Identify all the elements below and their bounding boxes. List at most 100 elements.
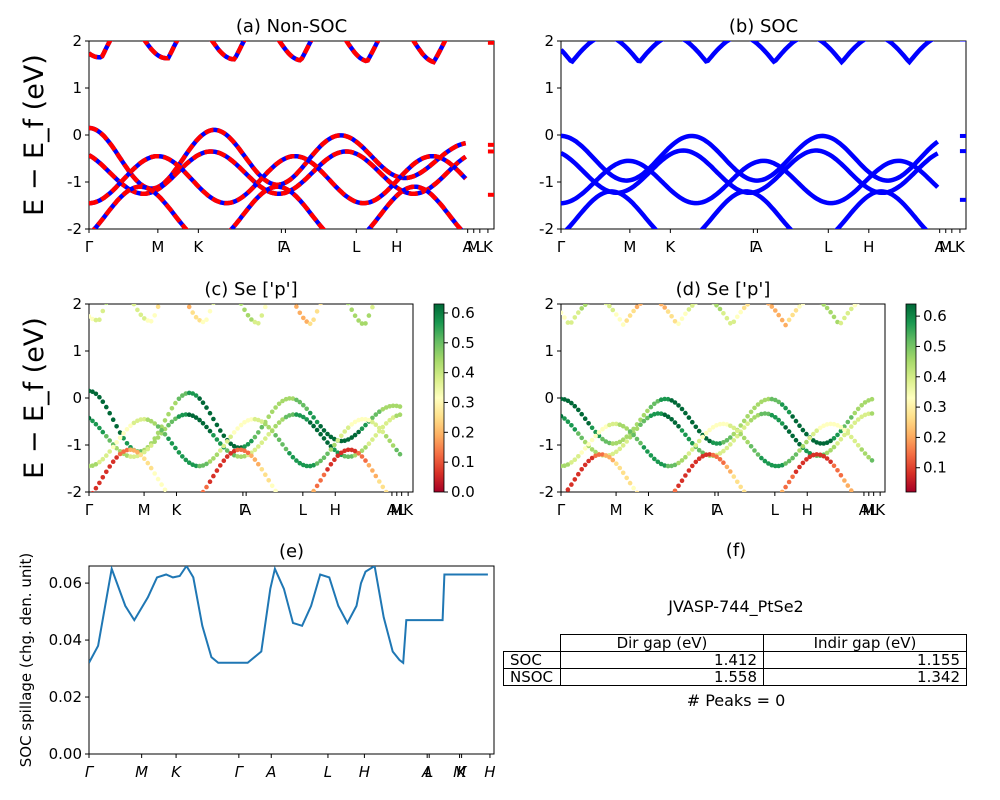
projection-point — [363, 422, 368, 428]
projection-point — [641, 412, 647, 418]
projection-point — [607, 440, 612, 446]
projection-point — [280, 398, 285, 404]
projection-point — [786, 409, 792, 415]
projection-point — [142, 456, 147, 462]
projection-point — [797, 304, 802, 309]
projection-point — [607, 454, 612, 460]
y-tick-label: -1 — [539, 436, 554, 454]
projection-point — [593, 297, 598, 302]
projection-point — [242, 444, 247, 449]
projection-point — [269, 483, 275, 489]
projection-point — [383, 434, 389, 439]
projection-point — [184, 298, 189, 303]
x-tick-label: A — [241, 501, 252, 519]
x-tick-label: Γ — [277, 238, 286, 256]
projection-point — [824, 422, 830, 427]
projection-point — [114, 440, 119, 445]
projection-point — [773, 415, 778, 420]
projection-point — [339, 450, 344, 456]
x-tick-label: M — [467, 238, 480, 256]
projection-point — [273, 488, 278, 492]
projection-point — [683, 473, 688, 478]
projection-point — [242, 420, 247, 425]
projection-point — [831, 436, 837, 441]
projection-point — [676, 483, 681, 489]
y-tick-label: 0.02 — [49, 688, 82, 706]
projection-point — [352, 419, 358, 425]
projection-point — [824, 450, 830, 456]
projection-point — [100, 475, 106, 480]
table-row-nsoc: NSOC 1.558 1.342 — [503, 668, 967, 686]
projection-point — [804, 439, 809, 445]
projection-point — [162, 432, 168, 437]
y-tick-label: 1 — [72, 79, 82, 97]
projection-point — [155, 424, 161, 429]
projection-point — [356, 318, 361, 323]
projection-point — [336, 285, 341, 290]
x-tick-label: L — [425, 763, 433, 781]
projection-point — [121, 286, 126, 291]
projection-point — [735, 314, 740, 320]
projection-point — [797, 441, 802, 447]
projection-point — [166, 411, 171, 417]
projection-point — [620, 437, 626, 443]
projection-point — [596, 433, 602, 439]
x-tick-label: H — [802, 501, 813, 519]
projection-point — [114, 285, 119, 290]
projection-point — [200, 421, 206, 426]
projection-point — [683, 311, 688, 317]
projection-point — [665, 309, 671, 314]
projection-point — [773, 308, 778, 313]
projection-point — [559, 496, 564, 501]
table-header-indir-gap: Indir gap (eV) — [763, 634, 967, 652]
projection-point — [859, 298, 864, 303]
y-tick-label: -1 — [67, 436, 82, 454]
projection-point — [686, 415, 692, 420]
projection-point — [390, 403, 396, 409]
projection-point — [696, 447, 702, 453]
projection-point — [624, 475, 629, 481]
projection-point — [869, 396, 875, 402]
projection-point — [117, 451, 123, 457]
projection-point — [735, 479, 740, 485]
projection-point — [377, 409, 382, 415]
projection-point — [131, 420, 137, 426]
projection-point — [135, 449, 140, 455]
projection-point — [352, 453, 358, 458]
projection-point — [387, 283, 392, 288]
projection-point — [849, 488, 854, 492]
projection-point — [582, 439, 588, 445]
projection-point — [793, 437, 799, 443]
projection-point — [665, 396, 671, 402]
projection-point — [107, 293, 112, 298]
projection-point — [614, 440, 619, 446]
projection-point — [345, 447, 351, 453]
projection-point — [117, 435, 123, 441]
x-tick-label: K — [644, 501, 655, 519]
y-tick-label: 2 — [544, 295, 554, 313]
projection-point — [835, 441, 840, 446]
projection-point — [214, 452, 220, 458]
projection-point — [710, 452, 716, 458]
projection-point — [831, 444, 837, 450]
projection-point — [655, 459, 661, 465]
projection-point — [631, 308, 636, 314]
projection-point — [793, 418, 799, 424]
projection-point — [589, 447, 595, 452]
projection-point — [804, 431, 809, 437]
projection-point — [786, 317, 792, 323]
projection-point — [728, 321, 733, 326]
projection-point — [287, 451, 292, 456]
projection-point — [90, 418, 95, 424]
projection-point — [638, 422, 643, 428]
projection-point — [842, 424, 847, 429]
projection-point — [672, 488, 678, 492]
y-tick-label: 2 — [544, 32, 554, 50]
projection-point — [738, 309, 743, 315]
projection-point — [686, 307, 692, 312]
projection-point — [603, 453, 609, 458]
projection-point — [245, 450, 251, 456]
projection-point — [159, 424, 164, 430]
projection-point — [641, 418, 647, 424]
projection-point — [287, 396, 292, 401]
